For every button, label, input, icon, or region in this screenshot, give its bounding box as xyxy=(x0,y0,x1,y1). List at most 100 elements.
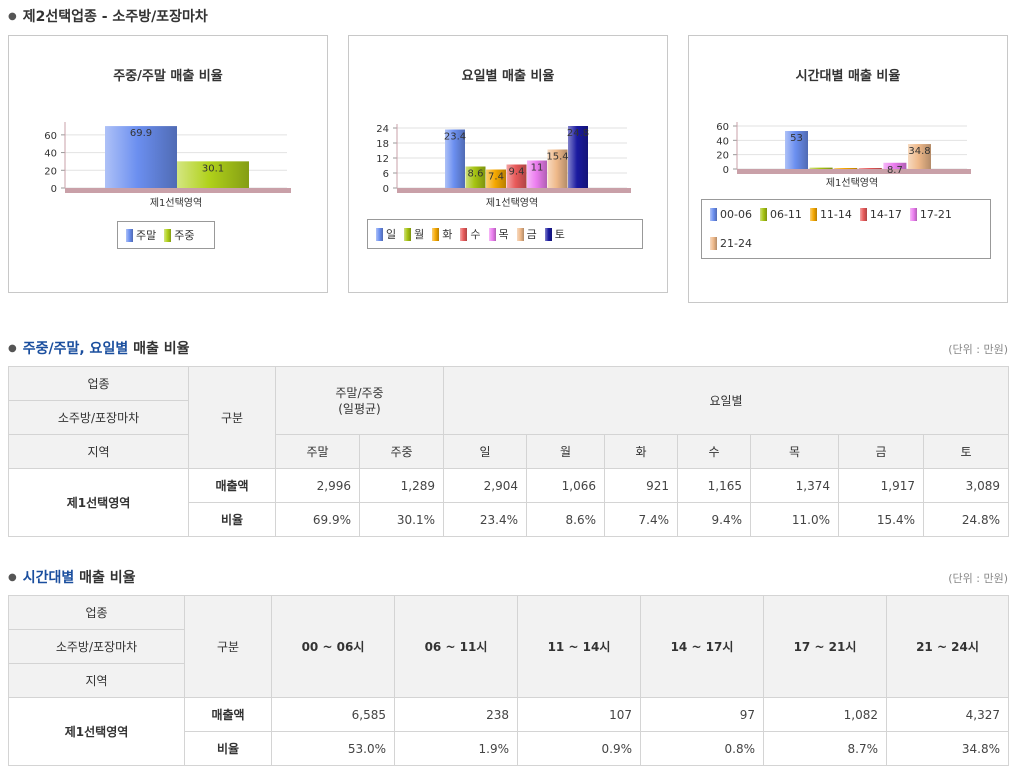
chart-panel-day-of-week: 요일별 매출 비율 24 18 12 6 0 23.4 8.6 7.4 9.4 11 15.4 24.8… xyxy=(348,35,668,293)
legend-swatch xyxy=(376,227,383,241)
bar-토 xyxy=(568,126,588,188)
col-header: 11 ~ 14시 xyxy=(517,595,641,698)
bar-17-21 xyxy=(883,162,907,169)
section-title-text: 제2선택업종 - 소주방/포장마차 xyxy=(22,9,208,25)
cell: 1.9% xyxy=(394,731,518,766)
weekday-sales-table: 업종 구분 주말/주중 (일평균) 요일별 소주방/포장마차 지역 주말 주중 … xyxy=(8,366,1010,537)
cell: 6,585 xyxy=(271,697,395,732)
cell: 34.8% xyxy=(886,731,1009,766)
cell: 23.4% xyxy=(443,502,527,537)
col-header: 17 ~ 21시 xyxy=(763,595,887,698)
y-tick-label: 60 xyxy=(716,122,729,133)
unit-label: (단위 : 만원) xyxy=(948,343,1008,356)
data-label: 15.4 xyxy=(546,152,568,163)
bar-수 xyxy=(506,164,527,188)
chart-title: 시간대별 매출 비율 xyxy=(796,68,901,84)
x-axis-floor xyxy=(65,188,291,193)
cell: 3,089 xyxy=(922,468,1010,503)
section-title-time: ● 시간대별 매출 비율 xyxy=(8,567,136,587)
bar-목 xyxy=(527,160,547,188)
legend-label: 토 xyxy=(554,228,565,241)
legend-item: 토 xyxy=(544,222,565,246)
legend-swatch xyxy=(460,227,468,241)
section-title-weekday: ● 주중/주말, 요일별 매출 비율 xyxy=(8,338,189,358)
header-region: 지역 xyxy=(8,434,189,469)
category-label: 제1선택영역 xyxy=(826,177,878,189)
cell: 1,165 xyxy=(677,468,751,503)
row-label: 비율 xyxy=(184,731,272,766)
chart-legend: 00-06 06-11 11-14 14-17 17-21 21-24 xyxy=(701,199,991,259)
section-title-upjong: ● 제2선택업종 - 소주방/포장마차 xyxy=(8,6,208,26)
cell: 8.6% xyxy=(526,502,605,537)
legend-item: 월 xyxy=(404,222,424,246)
category-label: 제1선택영역 xyxy=(150,197,202,209)
data-label: 69.9 xyxy=(130,128,152,139)
section-title-suffix: 매출 비율 xyxy=(128,341,190,357)
legend-swatch xyxy=(432,227,440,241)
bar-11-14 xyxy=(834,168,858,169)
col-header: 수 xyxy=(677,434,751,469)
table-row: 제1선택영역 매출액 6,585 238 107 97 1,082 4,327 xyxy=(8,697,1009,766)
cell: 1,066 xyxy=(526,468,605,503)
y-tick-label: 60 xyxy=(44,131,57,142)
y-tick-label: 40 xyxy=(716,136,729,147)
y-tick-label: 0 xyxy=(383,184,389,195)
legend-swatch xyxy=(859,208,867,221)
legend-label: 00-06 xyxy=(720,208,752,221)
bar-06-11 xyxy=(809,167,833,169)
legend-swatch xyxy=(516,227,524,241)
bar-월 xyxy=(465,166,486,188)
legend-item: 목 xyxy=(488,222,509,246)
cell: 11.0% xyxy=(750,502,839,537)
table-row: 비율 53.0% 1.9% 0.9% 0.8% 8.7% 34.8% xyxy=(9,731,1009,766)
col-header: 주중 xyxy=(359,434,444,469)
legend-swatch xyxy=(544,227,552,241)
bar-일 xyxy=(445,129,465,188)
cell: 1,374 xyxy=(750,468,839,503)
data-label: 8.7 xyxy=(887,165,903,176)
legend-swatch xyxy=(488,227,496,241)
legend-label: 일 xyxy=(386,228,397,241)
col-header: 금 xyxy=(838,434,924,469)
y-tick-label: 0 xyxy=(51,184,57,195)
legend-label: 06-11 xyxy=(769,208,802,221)
data-label: 53 xyxy=(790,133,803,144)
legend-label: 금 xyxy=(526,228,537,241)
col-header: 06 ~ 11시 xyxy=(394,595,518,698)
data-label: 8.6 xyxy=(468,169,484,180)
table-row: 제1선택영역 매출액 2,996 1,289 2,904 1,066 921 1… xyxy=(8,468,1010,537)
chart-legend: 주말 주중 xyxy=(117,221,215,249)
cell: 7.4% xyxy=(604,502,678,537)
legend-label: 주말 xyxy=(136,229,157,242)
cell: 30.1% xyxy=(359,502,444,537)
col-header: 월 xyxy=(526,434,605,469)
bullet-icon: ● xyxy=(8,571,17,583)
chart-svg: 시간대별 매출 비율 60 40 20 0 53 8.7 34.8 제1선택영역 xyxy=(716,68,971,189)
cell: 1,917 xyxy=(838,468,924,503)
header-gubun: 구분 xyxy=(184,595,272,698)
cell: 9.4% xyxy=(677,502,751,537)
bullet-icon: ● xyxy=(8,342,17,354)
legend-label: 월 xyxy=(414,228,425,241)
legend-label: 14-17 xyxy=(869,208,902,221)
legend-item: 금 xyxy=(516,222,537,246)
table-row: 비율 69.9% 30.1% 23.4% 8.6% 7.4% 9.4% 11.0… xyxy=(9,502,1010,537)
col-header: 목 xyxy=(750,434,839,469)
cell: 2,904 xyxy=(443,468,527,503)
legend-label: 11-14 xyxy=(819,208,852,221)
data-label: 9.4 xyxy=(509,167,525,178)
cell: 0.8% xyxy=(640,731,764,766)
data-label: 34.8 xyxy=(908,146,930,157)
region-value: 제1선택영역 xyxy=(8,468,189,537)
col-header: 00 ~ 06시 xyxy=(271,595,395,698)
data-label: 7.4 xyxy=(488,172,504,183)
x-axis-floor xyxy=(397,188,631,193)
legend-item: 일 xyxy=(376,222,396,246)
cell: 1,289 xyxy=(359,468,444,503)
legend-swatch xyxy=(809,208,817,221)
legend-swatch xyxy=(404,227,412,241)
cell: 15.4% xyxy=(838,502,924,537)
col-header: 토 xyxy=(922,434,1010,469)
